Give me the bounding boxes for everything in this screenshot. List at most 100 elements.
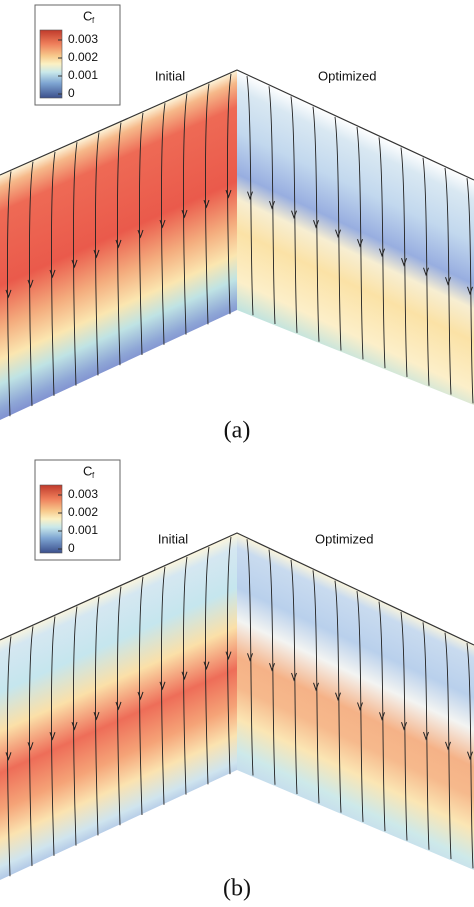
left-wing — [0, 533, 237, 880]
caption: (a) — [224, 418, 251, 444]
arrow — [181, 671, 188, 681]
arrow — [423, 731, 429, 741]
streamline — [95, 132, 100, 376]
streamline — [227, 536, 232, 775]
arrow — [49, 732, 56, 741]
legend-tick-label: 0 — [68, 86, 75, 100]
arrow — [357, 239, 363, 248]
streamline — [29, 161, 34, 407]
streamline — [378, 137, 386, 369]
arrow — [379, 712, 385, 721]
streamline — [139, 576, 144, 816]
arrow — [93, 249, 100, 259]
streamline — [51, 616, 56, 856]
leading-edge — [0, 69, 474, 181]
arrow — [181, 209, 188, 219]
streamline — [466, 178, 474, 404]
streamline — [466, 643, 474, 869]
streamline — [356, 127, 364, 360]
arrow — [225, 651, 232, 661]
arrow — [313, 682, 319, 692]
streamline — [312, 106, 320, 342]
streamline — [290, 559, 298, 795]
arrow — [71, 721, 78, 731]
arrow — [115, 239, 122, 249]
arrow — [71, 259, 78, 269]
arrow — [5, 289, 12, 299]
streamline — [161, 566, 166, 805]
arrow — [159, 681, 166, 691]
arrow — [27, 742, 34, 751]
arrow — [291, 672, 297, 682]
arrow — [335, 229, 341, 239]
arrow — [115, 701, 122, 711]
streamline — [183, 93, 188, 335]
streamline — [378, 601, 386, 832]
streamline — [117, 122, 122, 366]
legend-tick-label: 0.002 — [68, 505, 98, 519]
streamline — [268, 86, 276, 325]
legend-title: C — [83, 463, 92, 478]
legend-title-sub: f — [92, 16, 95, 25]
streamline — [400, 611, 408, 841]
arrow — [49, 269, 56, 279]
legend-tick-label: 0 — [68, 541, 75, 555]
arrow — [467, 751, 473, 761]
streamline — [444, 632, 452, 860]
arrow — [137, 229, 144, 239]
streamline — [205, 546, 210, 785]
streamline — [444, 167, 452, 395]
legend-tick-label: 0.003 — [68, 487, 98, 501]
arrow — [335, 692, 341, 702]
arrow — [423, 267, 429, 277]
colorbar — [39, 484, 63, 554]
arrow — [203, 661, 210, 671]
arrow — [5, 752, 12, 761]
streamline — [227, 73, 232, 315]
wing-label: Initial — [158, 531, 188, 546]
arrow — [401, 722, 407, 731]
streamline — [205, 83, 210, 325]
streamline — [268, 549, 276, 785]
arrow — [445, 277, 451, 286]
streamline — [95, 596, 100, 836]
arrow — [269, 200, 275, 210]
streamline — [161, 103, 166, 345]
legend-tick-label: 0.001 — [68, 68, 98, 82]
arrow — [159, 219, 166, 229]
streamlines — [5, 536, 474, 877]
legend-tick-label: 0.001 — [68, 523, 98, 537]
streamline — [73, 606, 78, 846]
arrow — [357, 702, 363, 711]
arrow — [313, 219, 319, 229]
colorbar — [39, 29, 63, 99]
arrow — [203, 199, 210, 209]
arrow — [467, 286, 473, 296]
streamline — [290, 96, 298, 333]
streamline — [7, 636, 12, 877]
streamlines — [5, 73, 474, 417]
streamline — [356, 591, 364, 822]
legend-tick-label: 0.003 — [68, 32, 98, 46]
legend-tick-label: 0.002 — [68, 50, 98, 64]
arrow — [291, 210, 297, 220]
streamline — [246, 539, 254, 776]
arrow — [225, 189, 232, 199]
arrow — [247, 191, 253, 201]
streamline — [139, 112, 144, 356]
leading-edge — [0, 532, 474, 646]
streamline — [73, 142, 78, 386]
streamline — [400, 147, 408, 377]
streamline — [51, 151, 56, 396]
streamline — [422, 157, 430, 386]
right-wing — [237, 533, 474, 870]
wing-label: Optimized — [318, 68, 377, 83]
streamline — [29, 626, 34, 867]
streamline — [117, 586, 122, 826]
streamline — [312, 570, 320, 804]
right-wing — [237, 70, 474, 405]
arrow — [137, 691, 144, 701]
